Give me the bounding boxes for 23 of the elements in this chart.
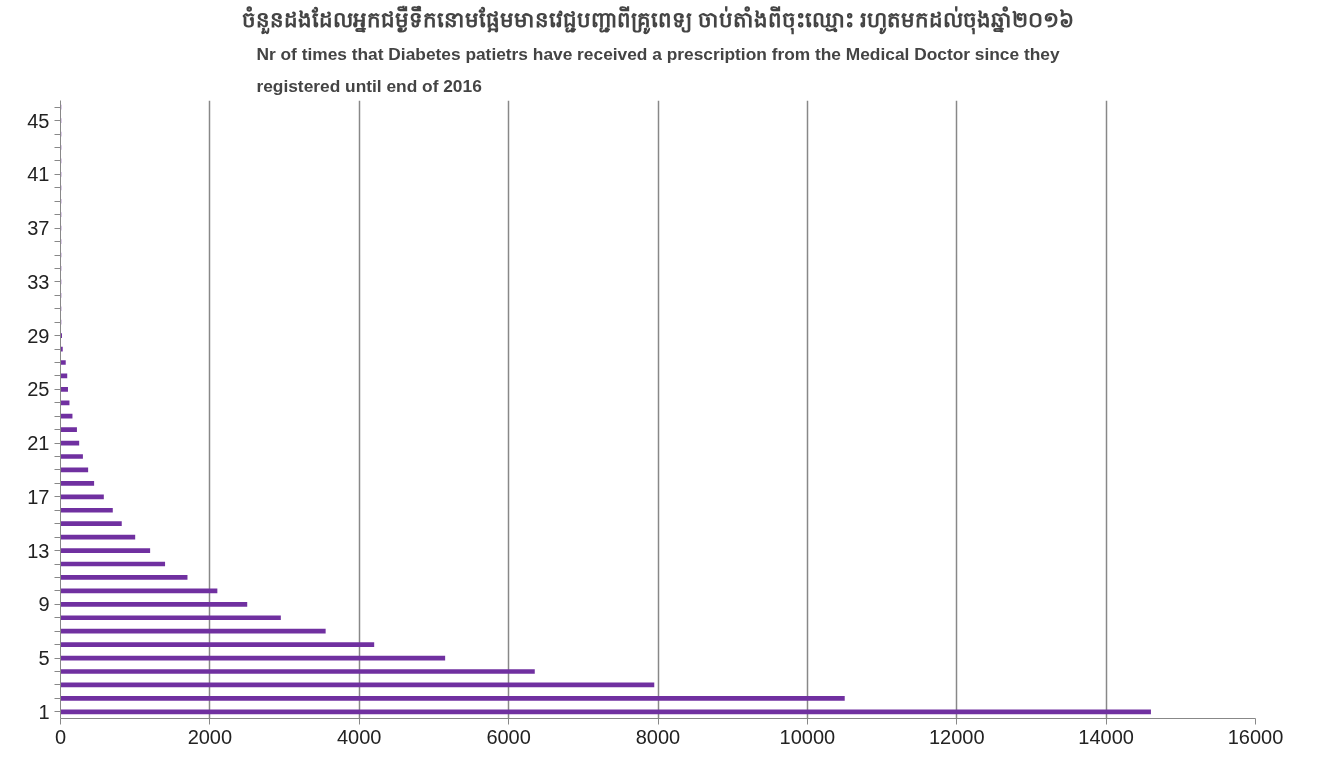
chart-subtitle: Nr of times that Diabetes patietrs have received a prescription from the Medical Doctor since they registered until end of 2016: [256, 43, 1060, 96]
x-tick-label: 6000: [486, 725, 531, 748]
x-tick-label: 10000: [779, 725, 836, 748]
y-tick-label: 1: [38, 700, 50, 723]
y-tick-label: 37: [27, 217, 50, 240]
y-tick-label: 25: [27, 378, 50, 401]
y-tick-label: 9: [38, 593, 50, 616]
y-tick-label: 13: [27, 539, 50, 562]
y-tick-label: 21: [27, 432, 50, 455]
x-tick-label: 0: [54, 725, 67, 748]
y-tick-label: 33: [27, 270, 50, 293]
y-tick-label: 45: [27, 109, 50, 132]
y-tick-label: 17: [27, 485, 50, 508]
x-tick-label: 12000: [928, 725, 985, 748]
y-tick-label: 29: [27, 324, 50, 347]
x-tick-label: 8000: [635, 725, 681, 748]
x-tick-label: 2000: [187, 725, 233, 748]
x-tick-label: 16000: [1227, 725, 1284, 748]
y-tick-label: 41: [27, 163, 50, 186]
x-tick-label: 14000: [1078, 725, 1134, 748]
x-tick-label: 4000: [337, 725, 382, 748]
chart-title: ចំនួនដងដែលអ្នកជម្ងឺទឹកនោមផ្អែមមានវេជ្ជបញ្ជាពីគ្រូពេទ្យ ចាប់តាំងពីចុះឈ្មោះ រហូតមកដល់ចុងឆ្នាំ២០១៦: [242, 4, 1074, 35]
y-tick-label: 5: [38, 647, 50, 670]
